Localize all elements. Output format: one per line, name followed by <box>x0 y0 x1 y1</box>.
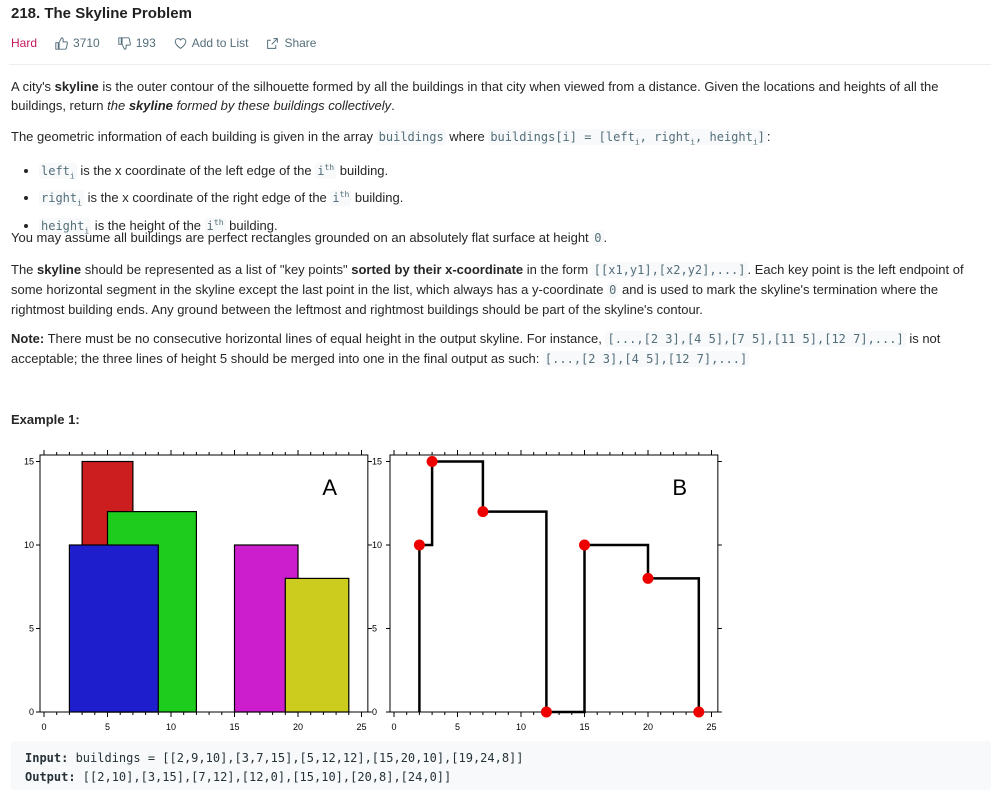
y-tick-label: 10 <box>24 540 34 550</box>
difficulty-badge: Hard <box>11 36 38 50</box>
dislike-button[interactable]: 193 <box>118 36 156 50</box>
key-point <box>540 706 552 718</box>
example-output: Output: [[2,10],[3,15],[7,12],[12,0],[15… <box>25 770 452 784</box>
example-input: Input: buildings = [[2,9,10],[3,7,15],[5… <box>25 751 524 765</box>
example-title: Example 1: <box>11 412 80 427</box>
problem-meta-bar: Hard 3710 193 Add to List Share <box>11 36 334 50</box>
skyline-path <box>418 460 701 714</box>
key-point <box>579 539 590 551</box>
y-tick-label: 0 <box>372 707 377 717</box>
list-item: righti is the x coordinate of the right … <box>39 185 403 212</box>
thumbs-up-icon <box>55 36 68 50</box>
share-label: Share <box>284 36 317 50</box>
dislike-count: 193 <box>135 36 156 50</box>
panel-label: B <box>672 475 687 500</box>
y-tick-label: 5 <box>29 624 34 634</box>
definition-list: lefti is the x coordinate of the left ed… <box>11 158 403 240</box>
key-point <box>477 506 489 518</box>
x-tick-label: 20 <box>293 722 303 732</box>
x-tick-label: 10 <box>516 722 526 732</box>
y-tick-label: 15 <box>24 457 34 467</box>
plot-frame <box>389 454 719 713</box>
x-tick-label: 25 <box>356 722 366 732</box>
share-icon <box>267 37 279 49</box>
list-item: lefti is the x coordinate of the left ed… <box>39 158 403 185</box>
panel-label: A <box>322 475 337 500</box>
x-tick-label: 15 <box>579 722 589 732</box>
add-to-list-button[interactable]: Add to List <box>174 36 249 50</box>
add-to-list-label: Add to List <box>191 36 249 50</box>
description-paragraph-1: A city's skyline is the outer contour of… <box>11 79 939 113</box>
key-point <box>693 706 705 718</box>
description-paragraph-3: You may assume all buildings are perfect… <box>11 230 608 246</box>
share-button[interactable]: Share <box>266 36 316 50</box>
code-building-def: buildings[i] = [lefti, righti, heighti] <box>488 129 767 147</box>
y-tick-label: 15 <box>372 457 382 467</box>
like-button[interactable]: 3710 <box>55 36 100 50</box>
thumbs-down-icon <box>118 36 131 50</box>
x-tick-label: 15 <box>229 722 239 732</box>
heart-icon <box>174 37 187 49</box>
like-count: 3710 <box>73 36 100 50</box>
key-point <box>426 456 438 467</box>
x-tick-label: 20 <box>643 722 653 732</box>
x-tick-label: 25 <box>706 722 716 732</box>
description-paragraph-2: The geometric information of each buildi… <box>11 129 771 147</box>
description-note: Note: There must be no consecutive horiz… <box>11 331 941 367</box>
building-rect <box>68 544 159 713</box>
plot-frame <box>39 454 369 713</box>
key-point <box>413 539 425 551</box>
code-buildings: buildings <box>376 129 446 145</box>
x-tick-label: 10 <box>166 722 176 732</box>
code-key-points-form: [[x1,y1],[x2,y2],...] <box>591 262 748 278</box>
problem-title: 218. The Skyline Problem <box>11 5 192 22</box>
building-rect <box>284 577 350 713</box>
list-item: heighti is the height of the ith buildin… <box>39 213 403 240</box>
key-point <box>642 572 654 584</box>
header-divider <box>9 64 991 65</box>
x-tick-label: 0 <box>41 722 46 732</box>
x-tick-label: 0 <box>391 722 396 732</box>
y-tick-label: 5 <box>372 624 377 634</box>
skyline-figure: 0 5 10 15 0 5 10 15 20 25 A 0 5 10 15 0 5 10 15 20 25 B <box>24 450 722 732</box>
y-tick-label: 0 <box>29 707 34 717</box>
x-tick-label: 5 <box>105 722 110 732</box>
x-tick-label: 5 <box>455 722 460 732</box>
example-io-block: Input: buildings = [[2,9,10],[3,7,15],[5… <box>11 741 991 790</box>
description-paragraph-4: The skyline should be represented as a l… <box>11 262 964 317</box>
y-tick-label: 10 <box>372 540 382 550</box>
